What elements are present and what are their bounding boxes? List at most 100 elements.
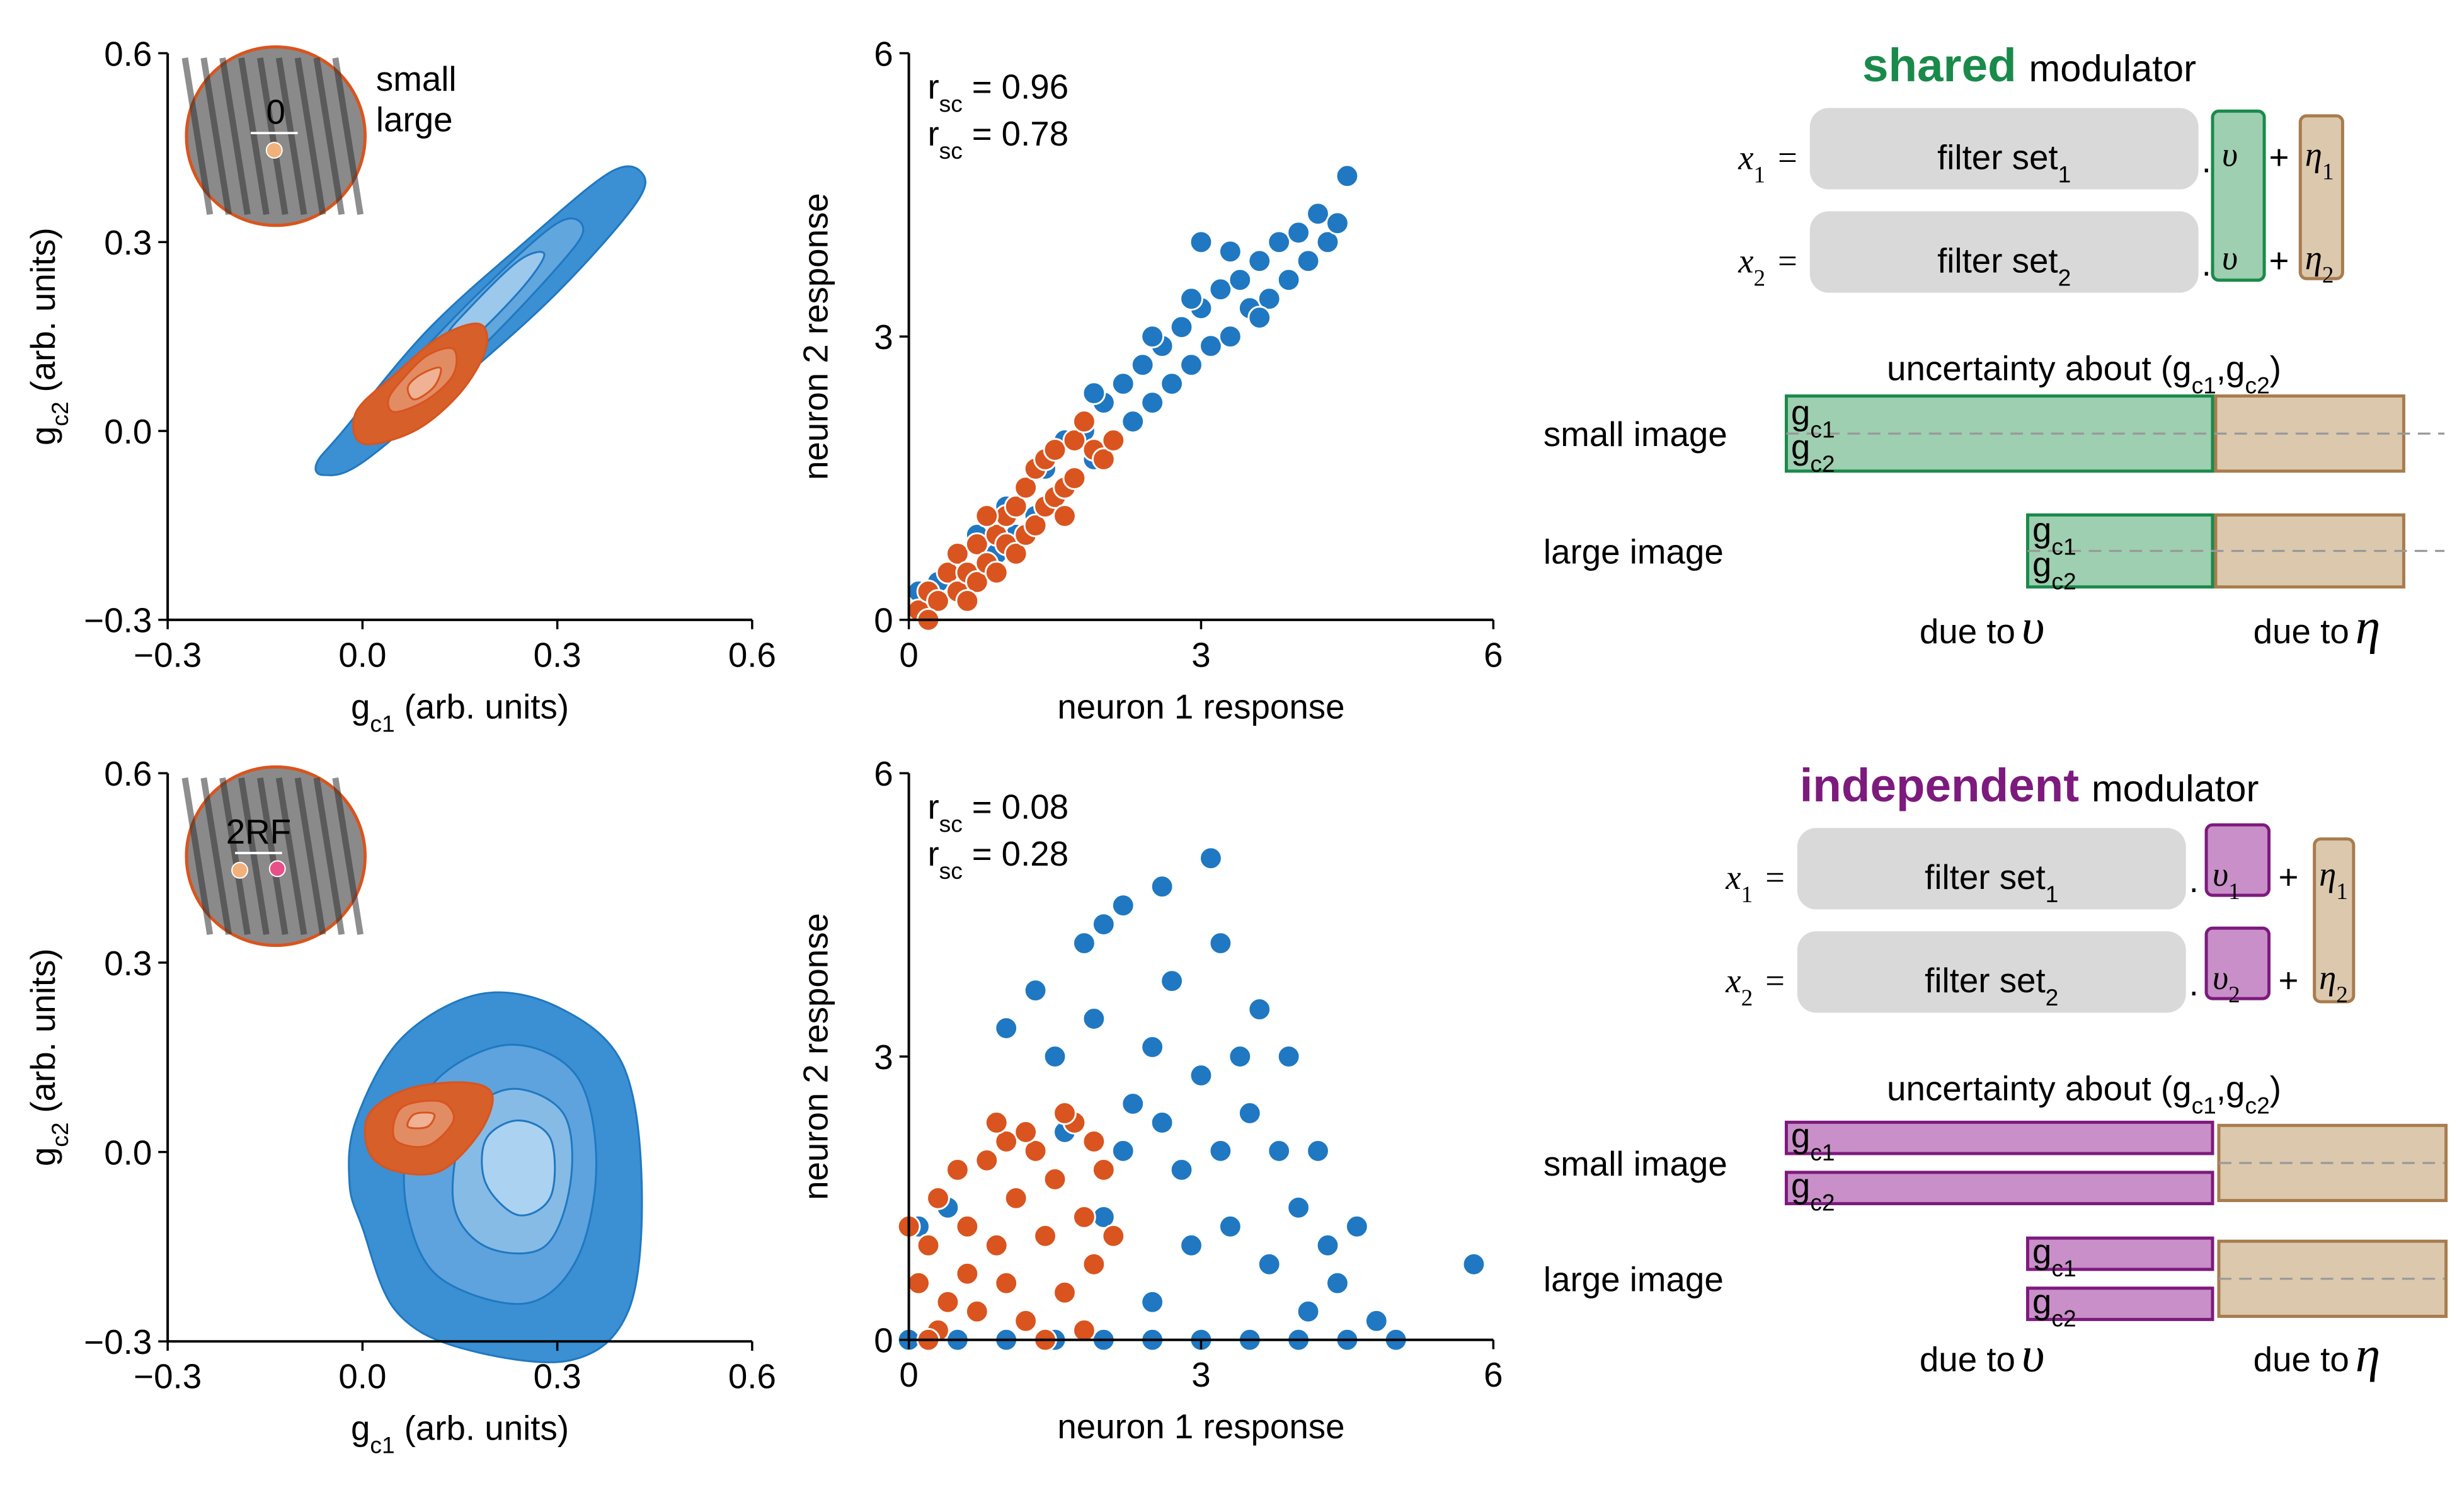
bar-label-part: g (2032, 1282, 2051, 1321)
x-tick-label: 0 (899, 1355, 918, 1394)
plus: + (2278, 857, 2298, 896)
equation-lhs-part: = (1765, 858, 1785, 896)
rsc-label-part: = (972, 114, 992, 153)
scatter-point (1315, 1233, 1340, 1257)
y-tick-label: −0.3 (84, 601, 152, 640)
scatter-point (936, 1290, 960, 1314)
scatter-point (1072, 410, 1096, 433)
scatter-point (1150, 874, 1174, 899)
dot: . (2189, 861, 2199, 900)
filter-label-part: filter set (1925, 857, 2046, 896)
bar-label-part: c2 (1810, 450, 1835, 477)
scatter-point (994, 1130, 1019, 1154)
scatter-point (984, 561, 1009, 585)
scatter-point (1218, 239, 1242, 264)
bar-label-part: g (1791, 392, 1810, 432)
equation-lhs-part: x (1725, 961, 1741, 1000)
inset-stripe (313, 57, 345, 215)
scatter-point (1306, 1139, 1330, 1163)
modulator-symbol-part: 1 (2228, 879, 2240, 905)
axis-label-part: c1 (370, 1432, 394, 1458)
filter-label-part: filter set (1937, 137, 2058, 176)
due-label-part: υ (2022, 599, 2045, 655)
density-contour (406, 1111, 436, 1130)
equation-lhs: x2 = (1725, 961, 1785, 1011)
uncertainty-label: uncertainty about (gc1,gc2) (1887, 1069, 2281, 1119)
bar-label-part: c1 (2051, 1255, 2076, 1281)
scatter-point (1150, 1111, 1174, 1135)
equation-lhs-part: = (1778, 138, 1797, 176)
scatter-point (1257, 1252, 1281, 1276)
filter-label-part: 1 (2058, 161, 2071, 187)
scatter-point (1140, 391, 1165, 415)
filter-box (1809, 211, 2199, 293)
rsc-label-part: sc (939, 91, 963, 117)
axis-label-part: c1 (370, 710, 394, 736)
due-label-part: due to (2254, 612, 2349, 651)
dot: . (2202, 244, 2211, 283)
modulator-uncertainty-bar (2026, 1236, 2214, 1271)
filter-label-part: 2 (2058, 264, 2071, 290)
scatter-point (1169, 315, 1194, 340)
scatter-point (1199, 334, 1223, 358)
inset-stripe (181, 57, 214, 215)
modulator-box (2211, 109, 2266, 282)
scatter-point (926, 588, 950, 613)
noise-symbol: η1 (2319, 855, 2348, 904)
noise-symbol-part: 2 (2336, 982, 2348, 1008)
inset-stripe (219, 777, 251, 936)
axis-label-part: g (351, 1409, 370, 1448)
axis-label: gc2 (arb. units) (23, 227, 73, 445)
bar-label: gc2 (2032, 544, 2076, 594)
axis-label: gc2 (arb. units) (23, 948, 73, 1166)
rsc-label-part: = (972, 834, 992, 873)
scatter-point (1091, 912, 1116, 937)
plus: + (2269, 137, 2289, 176)
x-tick-label: 0 (899, 635, 918, 674)
scatter-point (1364, 1309, 1389, 1333)
rsc-label-part: sc (939, 810, 963, 837)
uncertainty-label-part: c2 (2245, 1092, 2269, 1119)
uncertainty-label-part: ) (2270, 349, 2281, 388)
scatter-point (1326, 211, 1349, 236)
scatter-point (1344, 1214, 1369, 1239)
filter-label-part: filter set (1925, 961, 2046, 1000)
filter-label: filter set2 (1937, 241, 2071, 290)
scatter-point (1082, 1252, 1106, 1276)
equation-lhs-part: x (1725, 858, 1741, 896)
inset-stripe (200, 777, 232, 936)
noise-symbol-part: η (2305, 135, 2322, 173)
scatter-point (994, 1016, 1019, 1040)
scatter-point (1462, 1252, 1486, 1276)
equation-lhs-part: 1 (1741, 882, 1753, 908)
x-tick-label: −0.3 (134, 1357, 202, 1396)
scatter-point (1082, 1007, 1106, 1031)
x-tick-label: −0.3 (134, 635, 202, 674)
due-label-part: η (2356, 599, 2380, 655)
filter-label: filter set2 (1925, 961, 2058, 1011)
rsc-label: rsc = 0.28 (927, 834, 1068, 884)
scatter-point (1276, 268, 1301, 292)
scatter-point (1023, 978, 1048, 1002)
bar-label: gc2 (1791, 427, 1835, 477)
equation-lhs: x2 = (1738, 241, 1797, 290)
scatter-point (984, 1111, 1009, 1135)
scatter-point (1091, 447, 1116, 471)
scatter-point (1208, 1139, 1233, 1163)
scatter-point (1179, 287, 1203, 311)
equation-lhs-part: x (1738, 241, 1753, 280)
uncertainty-label-part: ) (2270, 1069, 2281, 1108)
dot: . (2189, 964, 2199, 1003)
bar-label-part: g (1791, 1116, 1810, 1155)
due-label: due to υ (1920, 599, 2045, 655)
inset-stripe (181, 777, 214, 936)
axis-label-part: (arb. units) (23, 227, 62, 392)
scatter-point (1326, 1271, 1349, 1295)
noise-box (2298, 114, 2344, 280)
y-tick-label: 3 (874, 318, 893, 357)
equation-lhs-part: = (1778, 241, 1797, 280)
scatter-point (984, 1233, 1009, 1257)
scatter-point (1169, 1158, 1194, 1182)
scatter-point (1121, 410, 1145, 433)
due-label: due to η (2254, 599, 2381, 655)
